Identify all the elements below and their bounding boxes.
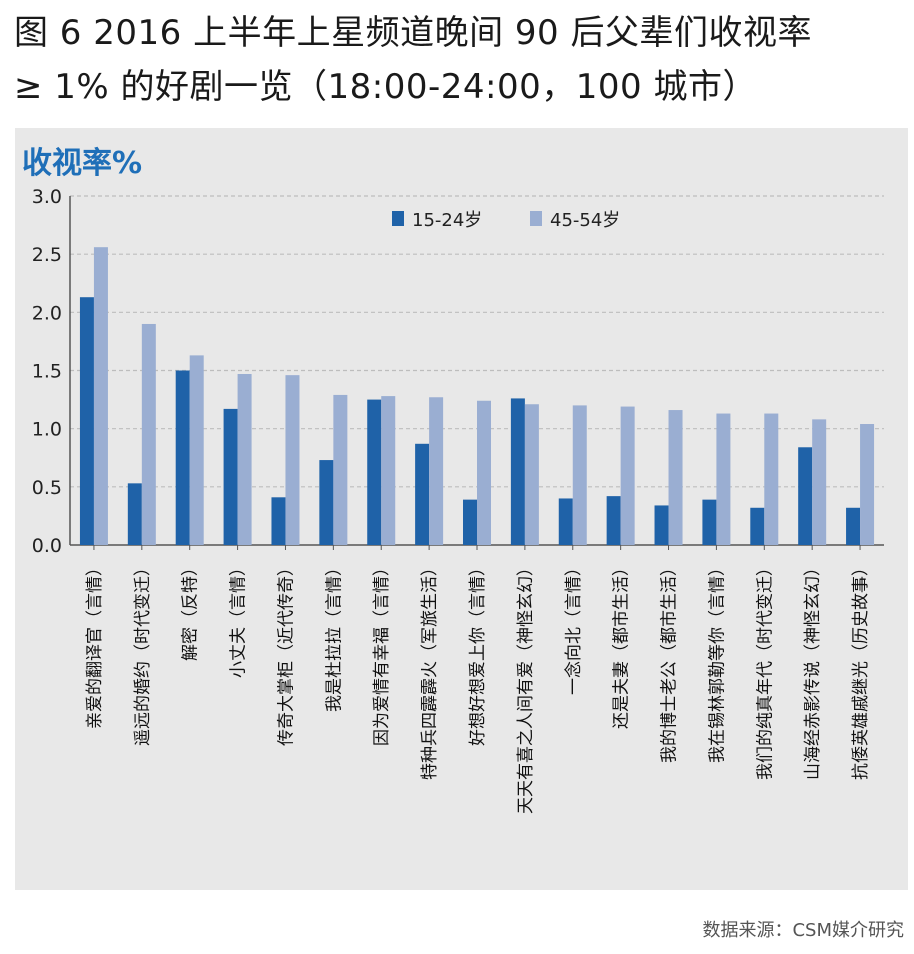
heading-line-1: 图 6 2016 上半年上星频道晚间 90 后父辈们收视率	[14, 13, 812, 53]
x-tick-label: 解密（反特）	[181, 559, 201, 661]
bar-age-45-54	[189, 355, 204, 545]
y-tick-label: 3.0	[32, 186, 62, 208]
bar-age-15-24	[415, 443, 430, 545]
bar-age-15-24	[175, 370, 190, 545]
x-tick-label: 我在锡林郭勒等你（言情）	[707, 559, 727, 763]
y-axis-label: 收视率%	[22, 146, 143, 181]
bar-age-45-54	[237, 373, 252, 545]
x-tick-label: 抗倭英雄戚继光（历史故事）	[851, 559, 871, 780]
x-tick-label: 小丈夫（言情）	[229, 559, 249, 678]
x-tick-label: 好想好想爱上你（言情）	[468, 559, 488, 746]
y-tick-label: 1.0	[32, 419, 62, 441]
bar-age-45-54	[477, 400, 491, 545]
bar-age-15-24	[367, 399, 382, 545]
x-tick-label: 遥远的婚约（时代变迁）	[133, 559, 153, 746]
bar-age-45-54	[812, 419, 827, 545]
x-tick-label: 一念向北（言情）	[563, 559, 584, 695]
bar-age-15-24	[798, 447, 813, 545]
bar-age-45-54	[764, 413, 779, 545]
bar-age-15-24	[654, 505, 669, 545]
bar-age-15-24	[846, 507, 861, 545]
bar-age-15-24	[271, 497, 286, 545]
data-source-note: 数据来源：CSM媒介研究	[702, 920, 904, 941]
chart-heading: 图 6 2016 上半年上星频道晚间 90 后父辈们收视率 ≥ 1% 的好剧一览…	[14, 6, 904, 114]
bar-age-45-54	[620, 406, 635, 545]
y-tick-label: 0.0	[32, 535, 62, 557]
legend-label: 45-54岁	[550, 210, 620, 231]
bar-age-45-54	[93, 247, 108, 546]
x-tick-label: 我是杜拉拉（言情）	[324, 559, 344, 712]
x-tick-label: 还是夫妻（都市生活）	[612, 559, 632, 729]
bar-age-45-54	[524, 404, 539, 545]
bar-age-15-24	[702, 499, 717, 545]
x-tick-label: 我们的纯真年代（时代变迁）	[755, 559, 775, 780]
x-tick-label: 天天有喜之人间有爱（神怪玄幻）	[516, 559, 536, 814]
y-tick-label: 2.5	[32, 244, 62, 266]
bar-age-45-54	[285, 375, 300, 545]
x-tick-label: 我的博士老公（都市生活）	[660, 559, 680, 763]
legend-label: 15-24岁	[412, 210, 482, 231]
bar-age-45-54	[572, 405, 587, 545]
bar-age-15-24	[127, 483, 142, 545]
y-tick-label: 2.0	[32, 302, 62, 324]
bar-age-45-54	[141, 323, 156, 545]
heading-line-2: ≥ 1% 的好剧一览（18:00-24:00，100 城市）	[14, 67, 757, 107]
bar-age-45-54	[860, 424, 875, 545]
y-tick-label: 0.5	[32, 477, 62, 499]
y-tick-label: 1.5	[32, 361, 62, 383]
bar-age-15-24	[79, 297, 94, 545]
bar-age-15-24	[606, 496, 621, 545]
bar-age-15-24	[223, 408, 238, 545]
x-tick-label: 山海经赤影传说（神怪玄幻）	[803, 559, 823, 780]
bar-age-15-24	[750, 507, 765, 545]
x-tick-label: 传奇大掌柜（近代传奇）	[276, 559, 296, 746]
bar-age-45-54	[333, 394, 348, 545]
legend-swatch	[392, 211, 404, 226]
bar-age-45-54	[668, 410, 683, 545]
x-tick-label: 亲爱的翻译官（言情）	[85, 559, 105, 729]
bar-age-15-24	[319, 460, 334, 545]
bar-age-15-24	[558, 498, 573, 545]
bar-age-15-24	[510, 398, 525, 545]
legend-swatch	[530, 211, 542, 226]
x-tick-label: 特种兵四霹霹火（军旅生活）	[420, 559, 440, 780]
x-tick-label: 因为爱情有幸福（言情）	[372, 559, 392, 746]
bar-age-45-54	[429, 397, 444, 545]
bar-age-45-54	[716, 413, 731, 545]
bar-age-45-54	[381, 396, 396, 545]
bar-age-15-24	[463, 499, 477, 545]
